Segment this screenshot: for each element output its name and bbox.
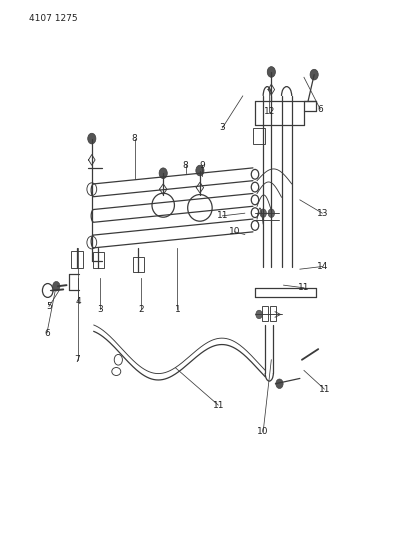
- Text: 7: 7: [75, 356, 80, 364]
- Text: 10: 10: [257, 427, 269, 436]
- Text: 6: 6: [317, 105, 323, 114]
- Circle shape: [256, 310, 262, 319]
- Circle shape: [260, 209, 266, 217]
- Text: 8: 8: [132, 134, 137, 143]
- Circle shape: [88, 133, 96, 144]
- Text: 10: 10: [229, 228, 240, 236]
- Text: 4: 4: [75, 297, 81, 305]
- Circle shape: [276, 379, 283, 389]
- Text: 12: 12: [264, 108, 275, 116]
- Text: 1: 1: [175, 305, 180, 313]
- Text: 11: 11: [319, 385, 330, 393]
- Text: 2: 2: [138, 305, 144, 313]
- Text: 11: 11: [298, 284, 310, 292]
- Text: 11: 11: [217, 212, 228, 220]
- Circle shape: [310, 69, 318, 80]
- Text: 4107 1275: 4107 1275: [29, 14, 77, 23]
- Text: 11: 11: [213, 401, 224, 409]
- Text: 3: 3: [97, 305, 103, 313]
- Text: 9: 9: [199, 161, 205, 169]
- Circle shape: [53, 281, 60, 291]
- Circle shape: [268, 209, 275, 217]
- Circle shape: [267, 67, 275, 77]
- Circle shape: [159, 168, 167, 179]
- Text: 5: 5: [46, 302, 52, 311]
- Text: 14: 14: [317, 262, 328, 271]
- Text: 6: 6: [44, 329, 50, 337]
- Text: 8: 8: [183, 161, 188, 169]
- Circle shape: [196, 165, 204, 176]
- Text: 13: 13: [317, 209, 328, 217]
- Text: 3: 3: [220, 124, 225, 132]
